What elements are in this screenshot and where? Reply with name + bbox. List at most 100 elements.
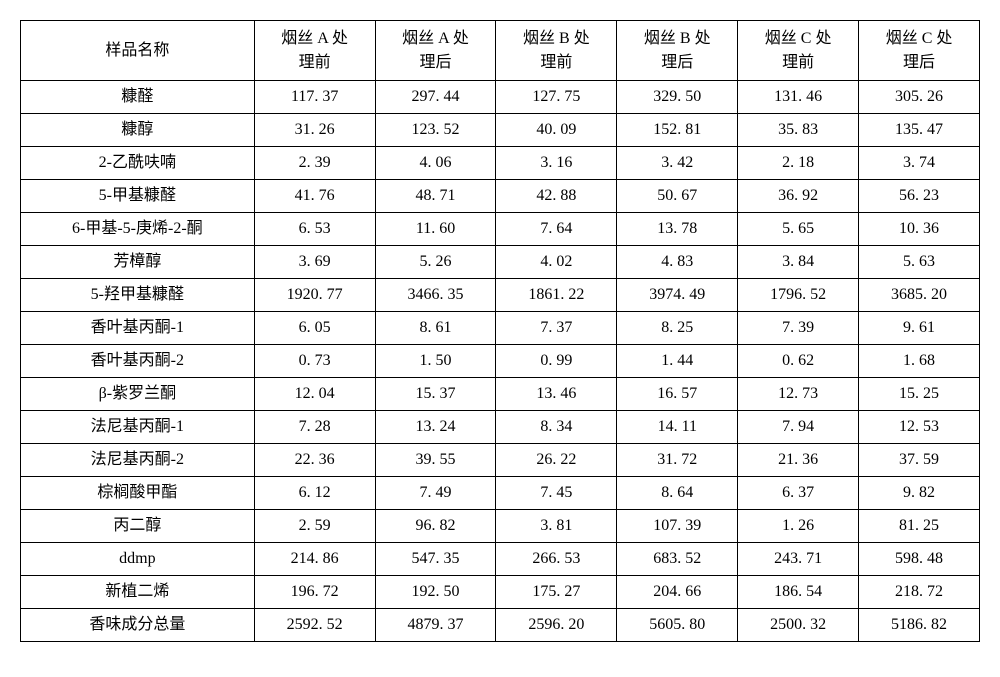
data-cell: 204. 66 xyxy=(617,576,738,609)
data-cell: 3. 16 xyxy=(496,147,617,180)
data-cell: 0. 73 xyxy=(254,345,375,378)
row-name-cell: β-紫罗兰酮 xyxy=(21,378,255,411)
data-cell: 41. 76 xyxy=(254,180,375,213)
data-cell: 7. 64 xyxy=(496,213,617,246)
data-cell: 2592. 52 xyxy=(254,609,375,642)
data-cell: 40. 09 xyxy=(496,114,617,147)
data-cell: 36. 92 xyxy=(738,180,859,213)
data-cell: 2. 59 xyxy=(254,510,375,543)
data-cell: 5605. 80 xyxy=(617,609,738,642)
row-name-cell: 2-乙酰呋喃 xyxy=(21,147,255,180)
data-cell: 56. 23 xyxy=(859,180,980,213)
row-name-cell: 新植二烯 xyxy=(21,576,255,609)
header-row: 样品名称 烟丝 A 处 理前 烟丝 A 处 理后 烟丝 B 处 理前 烟丝 B … xyxy=(21,21,980,81)
table-row: 6-甲基-5-庚烯-2-酮6. 5311. 607. 6413. 785. 65… xyxy=(21,213,980,246)
table-row: 5-羟甲基糠醛1920. 773466. 351861. 223974. 491… xyxy=(21,279,980,312)
row-name-cell: ddmp xyxy=(21,543,255,576)
data-cell: 5. 26 xyxy=(375,246,496,279)
data-cell: 0. 99 xyxy=(496,345,617,378)
data-cell: 81. 25 xyxy=(859,510,980,543)
data-cell: 4. 83 xyxy=(617,246,738,279)
data-cell: 7. 37 xyxy=(496,312,617,345)
table-row: 丙二醇2. 5996. 823. 81107. 391. 2681. 25 xyxy=(21,510,980,543)
header-label-line1: 烟丝 C 处 xyxy=(886,30,953,47)
data-cell: 135. 47 xyxy=(859,114,980,147)
header-label-line1: 烟丝 B 处 xyxy=(523,30,590,47)
table-row: 新植二烯196. 72192. 50175. 27204. 66186. 542… xyxy=(21,576,980,609)
data-cell: 175. 27 xyxy=(496,576,617,609)
data-cell: 3. 74 xyxy=(859,147,980,180)
data-cell: 5186. 82 xyxy=(859,609,980,642)
table-row: 棕榈酸甲酯6. 127. 497. 458. 646. 379. 82 xyxy=(21,477,980,510)
table-row: ddmp214. 86547. 35266. 53683. 52243. 715… xyxy=(21,543,980,576)
data-cell: 37. 59 xyxy=(859,444,980,477)
data-cell: 13. 24 xyxy=(375,411,496,444)
data-cell: 3. 42 xyxy=(617,147,738,180)
data-cell: 123. 52 xyxy=(375,114,496,147)
data-cell: 3685. 20 xyxy=(859,279,980,312)
data-cell: 7. 94 xyxy=(738,411,859,444)
data-cell: 31. 26 xyxy=(254,114,375,147)
data-cell: 1796. 52 xyxy=(738,279,859,312)
header-label: 样品名称 xyxy=(105,42,169,59)
data-cell: 683. 52 xyxy=(617,543,738,576)
data-cell: 127. 75 xyxy=(496,81,617,114)
header-label-line2: 理后 xyxy=(903,54,935,71)
header-sample-name: 样品名称 xyxy=(21,21,255,81)
data-cell: 13. 46 xyxy=(496,378,617,411)
header-label-line2: 理后 xyxy=(420,54,452,71)
data-cell: 7. 39 xyxy=(738,312,859,345)
data-cell: 12. 04 xyxy=(254,378,375,411)
data-cell: 3466. 35 xyxy=(375,279,496,312)
data-cell: 598. 48 xyxy=(859,543,980,576)
data-cell: 6. 37 xyxy=(738,477,859,510)
data-cell: 1. 44 xyxy=(617,345,738,378)
data-cell: 12. 73 xyxy=(738,378,859,411)
data-cell: 48. 71 xyxy=(375,180,496,213)
header-label-line2: 理前 xyxy=(540,54,572,71)
row-name-cell: 香味成分总量 xyxy=(21,609,255,642)
data-cell: 3. 81 xyxy=(496,510,617,543)
data-cell: 3. 69 xyxy=(254,246,375,279)
data-cell: 8. 34 xyxy=(496,411,617,444)
data-cell: 4. 02 xyxy=(496,246,617,279)
row-name-cell: 香叶基丙酮-2 xyxy=(21,345,255,378)
table-row: 5-甲基糠醛41. 7648. 7142. 8850. 6736. 9256. … xyxy=(21,180,980,213)
data-cell: 186. 54 xyxy=(738,576,859,609)
data-cell: 8. 64 xyxy=(617,477,738,510)
data-cell: 15. 37 xyxy=(375,378,496,411)
header-label-line2: 理后 xyxy=(661,54,693,71)
data-cell: 1. 26 xyxy=(738,510,859,543)
data-cell: 329. 50 xyxy=(617,81,738,114)
header-label-line2: 理前 xyxy=(299,54,331,71)
header-col-b-before: 烟丝 B 处 理前 xyxy=(496,21,617,81)
data-cell: 7. 45 xyxy=(496,477,617,510)
row-name-cell: 糠醇 xyxy=(21,114,255,147)
table-row: 芳樟醇3. 695. 264. 024. 833. 845. 63 xyxy=(21,246,980,279)
data-cell: 3974. 49 xyxy=(617,279,738,312)
data-cell: 13. 78 xyxy=(617,213,738,246)
data-cell: 3. 84 xyxy=(738,246,859,279)
table-row: 香叶基丙酮-16. 058. 617. 378. 257. 399. 61 xyxy=(21,312,980,345)
data-cell: 1. 50 xyxy=(375,345,496,378)
data-cell: 297. 44 xyxy=(375,81,496,114)
data-cell: 12. 53 xyxy=(859,411,980,444)
data-cell: 2. 39 xyxy=(254,147,375,180)
data-cell: 7. 28 xyxy=(254,411,375,444)
row-name-cell: 5-羟甲基糠醛 xyxy=(21,279,255,312)
data-cell: 21. 36 xyxy=(738,444,859,477)
row-name-cell: 丙二醇 xyxy=(21,510,255,543)
data-cell: 243. 71 xyxy=(738,543,859,576)
data-cell: 22. 36 xyxy=(254,444,375,477)
data-cell: 50. 67 xyxy=(617,180,738,213)
data-cell: 9. 61 xyxy=(859,312,980,345)
data-cell: 7. 49 xyxy=(375,477,496,510)
data-cell: 2500. 32 xyxy=(738,609,859,642)
data-cell: 31. 72 xyxy=(617,444,738,477)
data-cell: 6. 53 xyxy=(254,213,375,246)
data-cell: 6. 12 xyxy=(254,477,375,510)
table-row: 糠醇31. 26123. 5240. 09152. 8135. 83135. 4… xyxy=(21,114,980,147)
data-cell: 0. 62 xyxy=(738,345,859,378)
data-cell: 10. 36 xyxy=(859,213,980,246)
data-cell: 15. 25 xyxy=(859,378,980,411)
